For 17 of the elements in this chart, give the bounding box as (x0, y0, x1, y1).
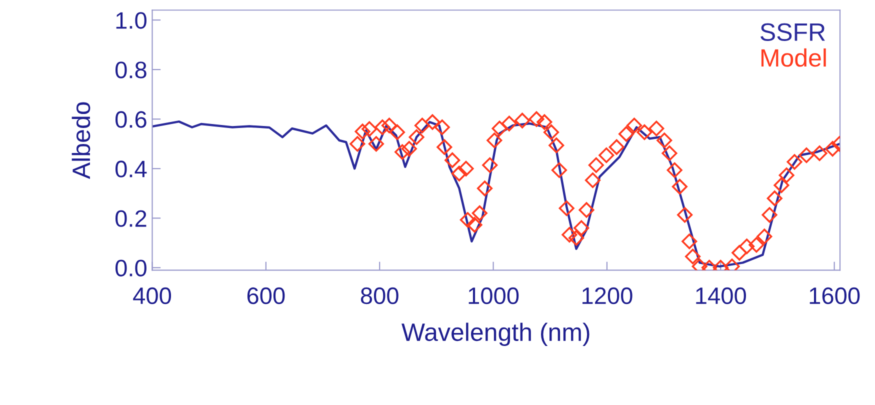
text: SSFR (760, 23, 825, 41)
y-tick-label: 1.0 (116, 12, 146, 29)
x-tick-label: 1400 (696, 287, 746, 304)
y-tick-label: 0.2 (115, 210, 146, 227)
x-tick-label: 1600 (810, 287, 860, 304)
text: Model (761, 48, 826, 67)
x-tick-label: 800 (360, 287, 398, 304)
y-tick-label: 0.6 (115, 111, 146, 128)
y-tick-label: 0.8 (115, 62, 146, 78)
x-tick-label: 1000 (468, 287, 519, 304)
y-tick-label: 0.4 (115, 160, 147, 178)
x-axis-title: Wavelength (nm) (402, 322, 590, 346)
y-tick-label: 0.0 (115, 260, 146, 276)
x-tick-label: 600 (247, 287, 285, 304)
x-tick-label: 1200 (582, 287, 632, 304)
x-tick-label: 400 (133, 287, 172, 304)
y-axis-title: Albedo (72, 102, 90, 179)
